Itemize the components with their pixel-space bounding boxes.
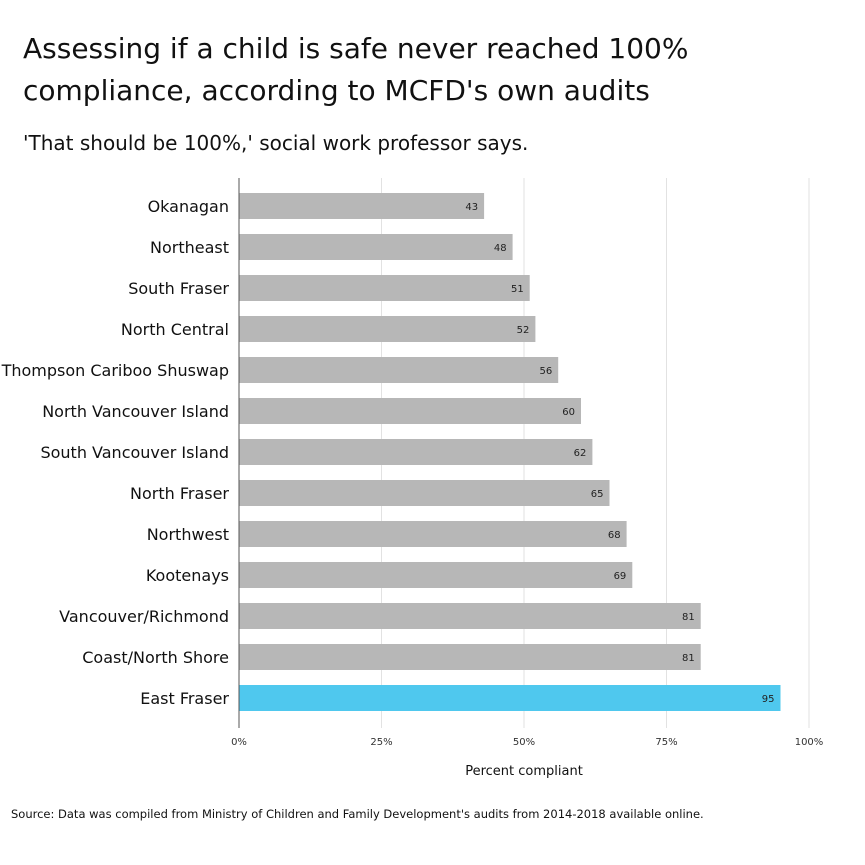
category-label-3: North Central xyxy=(121,320,229,339)
category-label-10: Vancouver/Richmond xyxy=(59,607,229,626)
category-label-12: East Fraser xyxy=(140,689,229,708)
category-label-11: Coast/North Shore xyxy=(82,648,229,667)
bar-12 xyxy=(239,685,781,711)
category-label-2: South Fraser xyxy=(128,279,229,298)
chart-title: Assessing if a child is safe never reach… xyxy=(23,32,689,107)
value-label-1: 48 xyxy=(494,243,507,254)
value-label-2: 51 xyxy=(511,284,524,295)
value-label-4: 56 xyxy=(539,366,552,377)
value-label-11: 81 xyxy=(682,653,695,664)
x-tick-label-2: 50% xyxy=(513,737,535,748)
bar-7 xyxy=(239,480,610,506)
value-label-10: 81 xyxy=(682,612,695,623)
value-label-3: 52 xyxy=(517,325,530,336)
bar-5 xyxy=(239,398,581,424)
bar-0 xyxy=(239,193,485,219)
category-label-8: Northwest xyxy=(147,525,229,544)
bar-8 xyxy=(239,521,627,547)
x-axis-title: Percent compliant xyxy=(465,764,583,779)
bar-10 xyxy=(239,603,701,629)
bar-3 xyxy=(239,316,536,342)
category-label-1: Northeast xyxy=(150,238,229,257)
bar-4 xyxy=(239,357,559,383)
category-label-4: Thompson Cariboo Shuswap xyxy=(1,361,229,380)
x-tick-label-4: 100% xyxy=(795,737,824,748)
category-label-7: North Fraser xyxy=(130,484,229,503)
bar-9 xyxy=(239,562,633,588)
x-tick-label-3: 75% xyxy=(655,737,677,748)
source-note: Source: Data was compiled from Ministry … xyxy=(11,807,704,821)
bar-1 xyxy=(239,234,513,260)
value-label-9: 69 xyxy=(614,571,627,582)
chart-subtitle: 'That should be 100%,' social work profe… xyxy=(23,131,529,155)
value-label-0: 43 xyxy=(465,202,478,213)
value-label-12: 95 xyxy=(762,694,775,705)
category-label-0: Okanagan xyxy=(148,197,229,216)
value-label-7: 65 xyxy=(591,489,604,500)
category-label-9: Kootenays xyxy=(146,566,229,585)
value-label-8: 68 xyxy=(608,530,621,541)
bar-11 xyxy=(239,644,701,670)
value-label-5: 60 xyxy=(562,407,575,418)
bar-2 xyxy=(239,275,530,301)
x-tick-label-1: 25% xyxy=(370,737,392,748)
category-label-5: North Vancouver Island xyxy=(42,402,229,421)
category-label-6: South Vancouver Island xyxy=(40,443,229,462)
x-tick-label-0: 0% xyxy=(231,737,247,748)
bar-6 xyxy=(239,439,593,465)
value-label-6: 62 xyxy=(574,448,587,459)
